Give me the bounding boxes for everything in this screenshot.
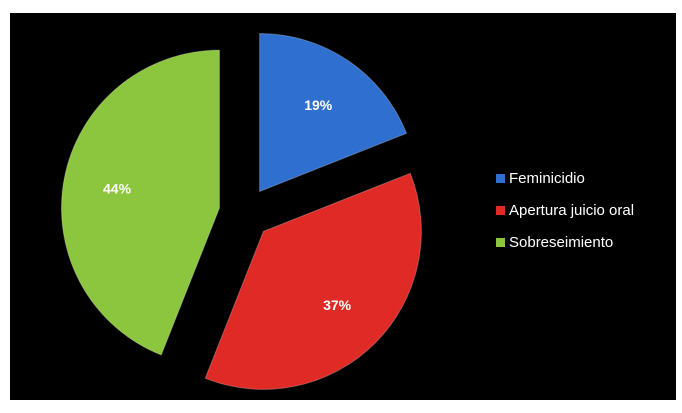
legend: Feminicidio Apertura juicio oral Sobreseim… xyxy=(496,168,634,264)
legend-label: Apertura juicio oral xyxy=(509,201,635,219)
pie-slice-apertura-juicio-oral xyxy=(204,172,422,390)
data-label-sobreseimiento: 44% xyxy=(103,181,132,197)
pie-slice-feminicidio xyxy=(259,32,408,193)
legend-swatch xyxy=(496,205,505,215)
legend-label: Sobreseimiento xyxy=(509,233,614,251)
pie-slice-sobreseimiento xyxy=(60,49,220,356)
legend-item-apertura-juicio-oral: Apertura juicio oral xyxy=(496,200,634,220)
data-label-apertura-juicio-oral: 37% xyxy=(323,297,352,313)
data-label-feminicidio: 19% xyxy=(304,97,333,113)
legend-item-sobreseimiento: Sobreseimiento xyxy=(496,232,634,252)
legend-item-feminicidio: Feminicidio xyxy=(496,168,634,188)
legend-label: Feminicidio xyxy=(509,169,585,187)
legend-swatch xyxy=(496,173,505,183)
legend-swatch xyxy=(496,237,505,247)
